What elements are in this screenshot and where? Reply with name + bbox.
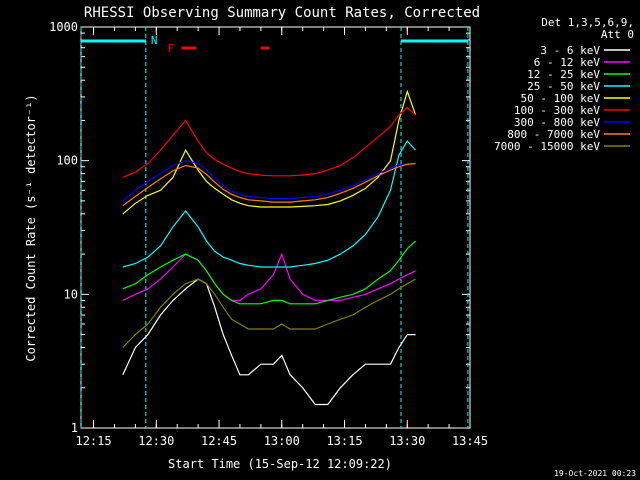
- y-tick-label: 1000: [49, 20, 78, 34]
- x-tick-label: 13:45: [452, 434, 488, 448]
- legend-entry-label: 6 - 12 keV: [534, 56, 601, 69]
- night-label: N: [151, 34, 158, 47]
- series-group: [122, 89, 417, 406]
- x-axis-label: Start Time (15-Sep-12 12:09:22): [168, 457, 392, 471]
- series-line-1: [122, 278, 416, 406]
- legend-entry-label: 12 - 25 keV: [527, 68, 600, 81]
- series-line-5: [122, 89, 417, 215]
- y-axis-label: Corrected Count Rate (s⁻¹ detector⁻¹): [24, 94, 38, 361]
- legend-entry-label: 25 - 50 keV: [527, 80, 600, 93]
- y-tick-label: 1: [71, 421, 78, 435]
- legend-header-detectors: Det 1,3,5,6,9,: [541, 16, 634, 29]
- series-line-4: [122, 140, 417, 268]
- legend-entry-label: 50 - 100 keV: [521, 92, 601, 105]
- legend-entry-label: 3 - 6 keV: [540, 44, 600, 57]
- plot-area: 1 10 100 1000 12:15 12:30 12:45 13:00 13:15 13:30…: [49, 20, 488, 448]
- plot-frame: [80, 26, 471, 429]
- legend-entry-label: 7000 - 15000 keV: [494, 140, 600, 153]
- y-tick-label: 10: [64, 287, 78, 301]
- x-tick-label: 13:00: [264, 434, 300, 448]
- series-line-6: [122, 106, 416, 178]
- series-line-3: [122, 240, 417, 305]
- series-line-8: [122, 163, 416, 207]
- x-tick-label: 13:30: [389, 434, 425, 448]
- series-line-9: [122, 278, 416, 348]
- x-tick-label: 13:15: [326, 434, 362, 448]
- legend-entry-label: 100 - 300 keV: [514, 104, 600, 117]
- legend-entry-label: 300 - 800 keV: [514, 116, 600, 129]
- x-tick-label: 12:30: [138, 434, 174, 448]
- flare-label: F: [167, 42, 174, 55]
- series-line-2: [122, 252, 416, 301]
- legend-header-attenuator: Att 0: [601, 28, 634, 41]
- footer-date: 19-Oct-2021 00:23: [554, 469, 636, 478]
- x-tick-label: 12:45: [201, 434, 237, 448]
- chart-title: RHESSI Observing Summary Count Rates, Co…: [84, 5, 480, 21]
- series-line-7: [122, 160, 416, 202]
- x-tick-label: 12:15: [75, 434, 111, 448]
- y-tick-label: 100: [56, 154, 78, 168]
- legend-entry-label: 800 - 7000 keV: [507, 128, 600, 141]
